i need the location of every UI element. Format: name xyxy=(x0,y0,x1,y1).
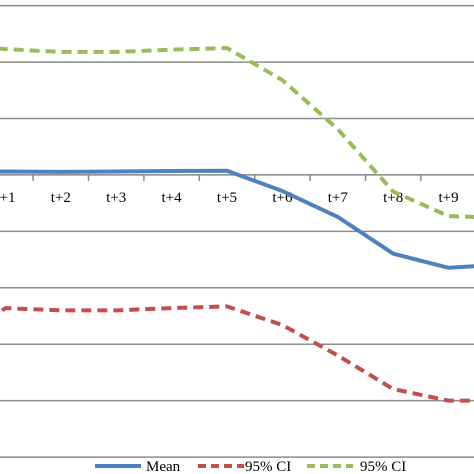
legend: Mean 95% CI 95% CI xyxy=(95,459,406,474)
x-tick-label: t+5 xyxy=(217,190,237,206)
series-line-2 xyxy=(0,45,474,219)
legend-label-2: 95% CI xyxy=(360,459,406,474)
series-lines xyxy=(0,45,474,403)
x-tick-label: t+4 xyxy=(162,190,183,206)
gridlines xyxy=(0,4,474,458)
x-tick-label: t+7 xyxy=(328,190,349,206)
x-tick-label: t+9 xyxy=(439,190,459,206)
series-line-1 xyxy=(0,304,474,403)
x-tick-label: t+3 xyxy=(106,190,126,206)
x-tick-label: t+2 xyxy=(51,190,71,206)
x-tick-label: t+1 xyxy=(0,190,15,206)
legend-label-1: 95% CI xyxy=(245,459,291,474)
series-line-0 xyxy=(0,168,474,270)
legend-label-0: Mean xyxy=(146,459,181,474)
x-tick-labels: tt+1t+2t+3t+4t+5t+6t+7t+8t+9t+10 xyxy=(0,174,459,206)
